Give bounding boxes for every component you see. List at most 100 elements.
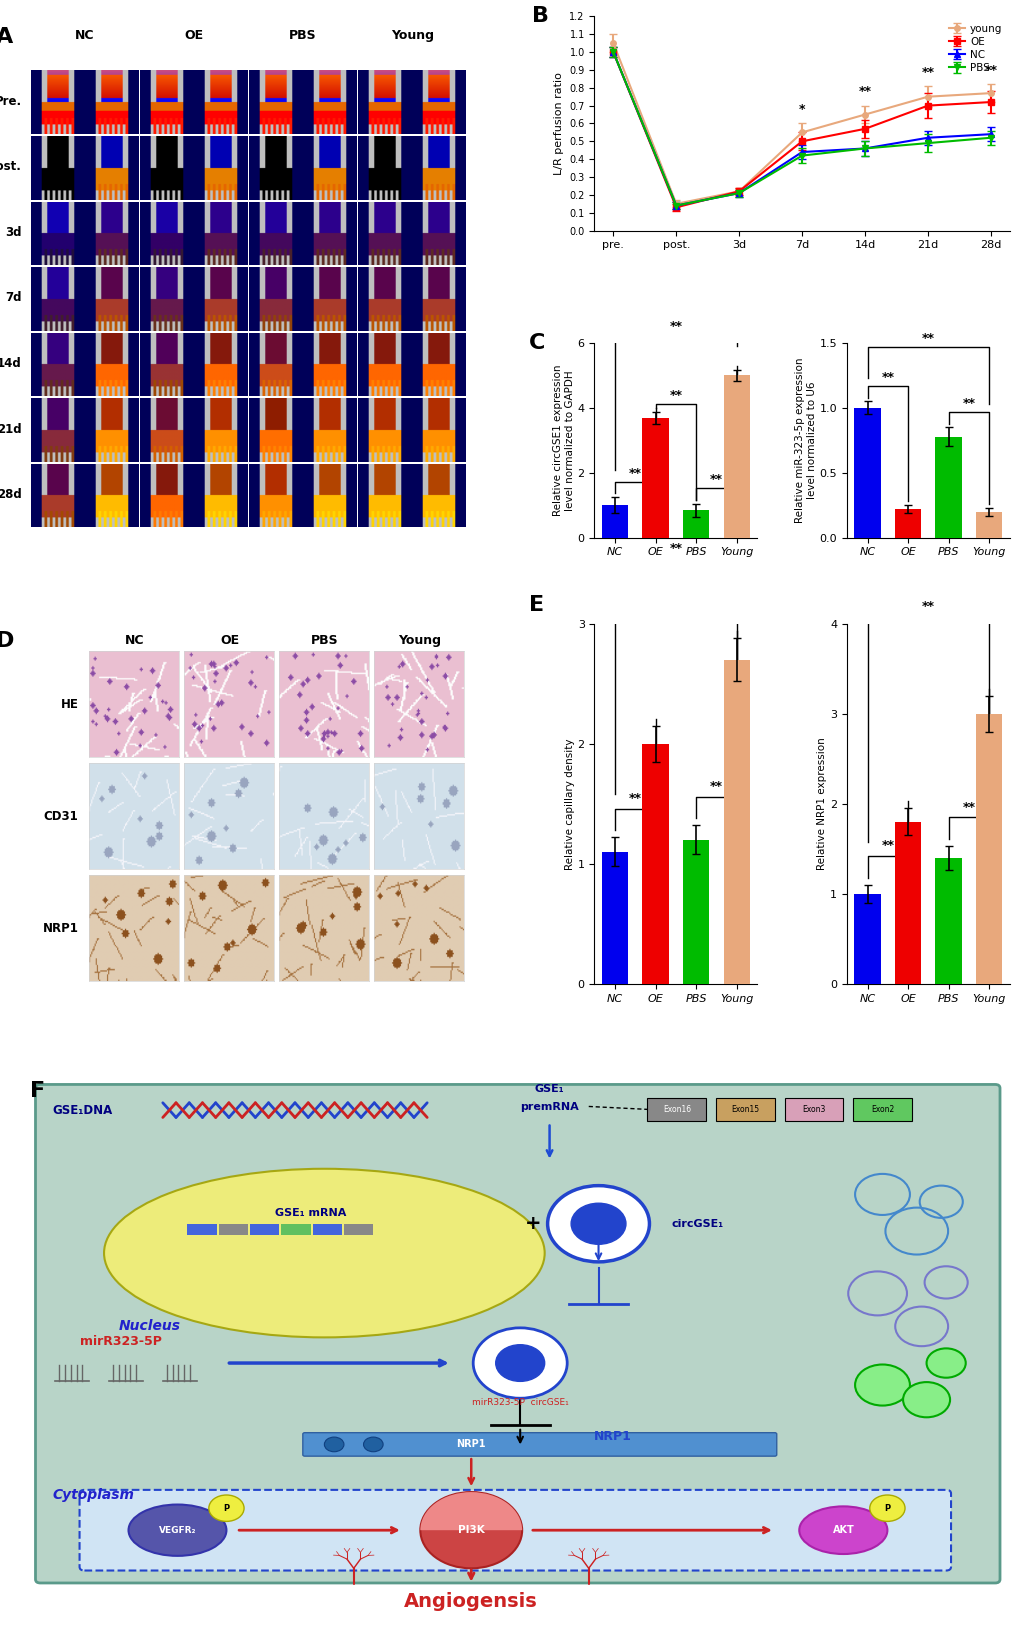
Circle shape (324, 1436, 343, 1451)
Text: **: ** (668, 319, 682, 332)
Text: 3d: 3d (5, 226, 21, 239)
Text: Young: Young (397, 635, 440, 648)
Text: 7d: 7d (5, 291, 21, 304)
Text: +: + (525, 1214, 541, 1234)
Bar (642, 744, 668, 983)
Bar (312, 1224, 341, 1235)
Circle shape (363, 1436, 383, 1451)
Bar (218, 1224, 248, 1235)
Bar (601, 506, 628, 538)
Text: premRNA: premRNA (520, 1103, 579, 1112)
Text: Exon2: Exon2 (870, 1104, 894, 1114)
Legend: young, OE, NC, PBS: young, OE, NC, PBS (947, 21, 1004, 75)
Text: VEGFR₂: VEGFR₂ (159, 1526, 196, 1535)
Circle shape (420, 1492, 522, 1569)
Text: **: ** (880, 371, 894, 384)
Text: P: P (883, 1503, 890, 1513)
Bar (715, 1098, 774, 1121)
Bar (854, 407, 879, 538)
Bar (854, 893, 879, 983)
Text: E: E (529, 596, 544, 615)
Bar (343, 1224, 373, 1235)
Text: NC: NC (125, 635, 145, 648)
Wedge shape (420, 1492, 522, 1530)
Text: mirR323-5P  circGSE₁: mirR323-5P circGSE₁ (472, 1399, 568, 1407)
FancyBboxPatch shape (303, 1433, 776, 1456)
Circle shape (495, 1345, 544, 1381)
Bar (975, 713, 1002, 983)
Text: **: ** (920, 65, 933, 79)
Text: NRP1: NRP1 (593, 1430, 631, 1443)
Text: **: ** (628, 466, 641, 479)
Bar (934, 857, 961, 983)
Text: **: ** (628, 792, 641, 805)
Bar (250, 1224, 279, 1235)
Text: B: B (532, 5, 548, 26)
Text: GSE₁DNA: GSE₁DNA (52, 1104, 112, 1117)
Ellipse shape (799, 1507, 887, 1554)
Circle shape (925, 1348, 965, 1378)
Y-axis label: Relative capillary density: Relative capillary density (565, 738, 575, 869)
Text: *: * (798, 103, 805, 116)
Bar (647, 1098, 705, 1121)
Circle shape (902, 1382, 949, 1417)
Text: Young: Young (390, 29, 433, 43)
Text: PBS: PBS (311, 635, 338, 648)
Bar (722, 376, 749, 538)
Text: HE: HE (61, 699, 78, 712)
Text: **: ** (858, 85, 870, 98)
Circle shape (869, 1495, 904, 1521)
Text: NC: NC (75, 29, 95, 43)
Text: GSE₁: GSE₁ (534, 1083, 564, 1094)
Text: F: F (30, 1081, 45, 1101)
Text: D: D (0, 631, 14, 651)
Text: NRP1: NRP1 (43, 921, 78, 934)
Text: 14d: 14d (0, 357, 21, 370)
Text: **: ** (962, 398, 974, 411)
Text: **: ** (983, 64, 997, 77)
FancyBboxPatch shape (36, 1085, 999, 1584)
Text: Exon16: Exon16 (662, 1104, 690, 1114)
Text: AKT: AKT (832, 1525, 853, 1535)
Text: **: ** (668, 542, 682, 555)
Bar (601, 852, 628, 983)
Bar (722, 659, 749, 983)
Ellipse shape (104, 1168, 544, 1337)
Text: circGSE₁: circGSE₁ (672, 1219, 723, 1229)
Text: C: C (529, 334, 545, 353)
Text: NRP1: NRP1 (457, 1440, 485, 1449)
Y-axis label: Relative miR-323-5p expression
level normalized to U6: Relative miR-323-5p expression level nor… (795, 358, 816, 524)
Y-axis label: Relative NRP1 expression: Relative NRP1 expression (816, 738, 826, 870)
Bar (852, 1098, 911, 1121)
Circle shape (209, 1495, 244, 1521)
Bar (187, 1224, 216, 1235)
Bar (683, 510, 708, 538)
Text: A: A (0, 26, 13, 47)
Text: **: ** (921, 600, 934, 614)
Text: mirR323-5P: mirR323-5P (79, 1335, 161, 1348)
Bar (894, 821, 920, 983)
Text: PBS: PBS (289, 29, 317, 43)
Text: CD31: CD31 (44, 810, 78, 823)
Bar (683, 839, 708, 983)
Text: **: ** (880, 839, 894, 852)
Text: **: ** (709, 473, 722, 486)
Text: Angiogensis: Angiogensis (404, 1592, 538, 1611)
Circle shape (854, 1364, 909, 1405)
Text: PI3K: PI3K (458, 1525, 484, 1535)
Text: **: ** (668, 389, 682, 402)
Y-axis label: L/R perfusion ratio: L/R perfusion ratio (553, 72, 564, 175)
Bar (642, 417, 668, 538)
Text: P: P (223, 1503, 229, 1513)
Text: Exon3: Exon3 (802, 1104, 824, 1114)
Bar (784, 1098, 843, 1121)
Text: **: ** (921, 332, 934, 345)
Text: 21d: 21d (0, 422, 21, 435)
Circle shape (571, 1202, 626, 1245)
Text: Exon15: Exon15 (731, 1104, 759, 1114)
Circle shape (473, 1328, 567, 1399)
Text: **: ** (709, 780, 722, 793)
Text: OE: OE (184, 29, 204, 43)
FancyBboxPatch shape (79, 1490, 950, 1571)
Text: **: ** (962, 800, 974, 813)
